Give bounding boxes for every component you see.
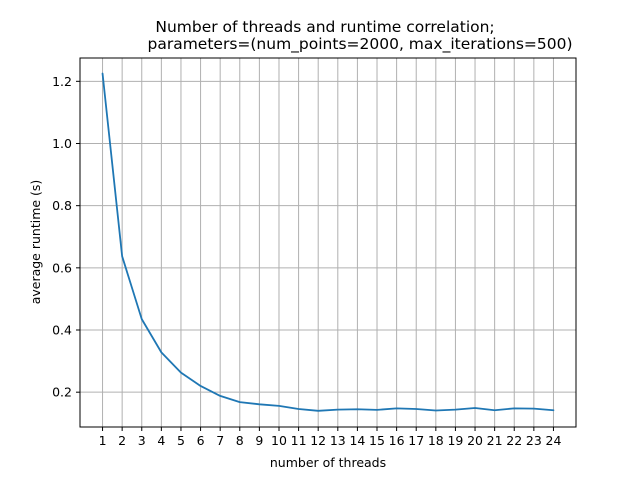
x-axis-label: number of threads [270,455,386,470]
x-tick-label: 14 [349,433,365,448]
x-tick-label: 18 [428,433,444,448]
x-tick-label: 1 [99,433,107,448]
y-tick-label: 1.0 [52,136,72,151]
x-tick-label: 8 [236,433,244,448]
chart-title-line-1: Number of threads and runtime correlatio… [155,18,494,36]
x-tick-label: 6 [197,433,205,448]
x-tick-label: 21 [487,433,503,448]
x-tick-label: 15 [369,433,385,448]
x-tick-label: 9 [255,433,263,448]
x-tick-label: 7 [216,433,224,448]
axis-ticks: 1 2 3 4 5 6 7 8 9 10 11 12 13 14 15 16 17 18 19 20 21 22 23 240… [52,74,561,448]
grid [80,58,576,427]
y-tick-label: 1.2 [52,74,72,89]
y-tick-label: 0.8 [52,198,72,213]
x-tick-label: 13 [330,433,346,448]
plot-area-frame [79,57,577,428]
x-tick-label: 12 [310,433,326,448]
y-tick-label: 0.6 [52,260,72,275]
chart-title-line-2: parameters=(num_points=2000, max_iterati… [147,35,572,54]
series-lines [101,72,555,412]
x-tick-label: 20 [467,433,483,448]
x-tick-label: 11 [291,433,307,448]
x-tick-label: 24 [546,433,562,448]
x-tick-label: 3 [138,433,146,448]
x-tick-label: 17 [408,433,424,448]
x-tick-label: 5 [177,433,185,448]
x-tick-label: 2 [118,433,126,448]
x-tick-label: 19 [447,433,463,448]
x-tick-label: 4 [157,433,165,448]
x-tick-label: 22 [506,433,522,448]
x-tick-label: 10 [271,433,287,448]
y-axis-label: average runtime (s) [28,180,43,305]
x-tick-label: 16 [389,433,405,448]
x-tick-label: 23 [526,433,542,448]
runtime-series-line [101,72,555,412]
y-tick-label: 0.2 [52,385,72,400]
y-tick-label: 0.4 [52,323,72,338]
